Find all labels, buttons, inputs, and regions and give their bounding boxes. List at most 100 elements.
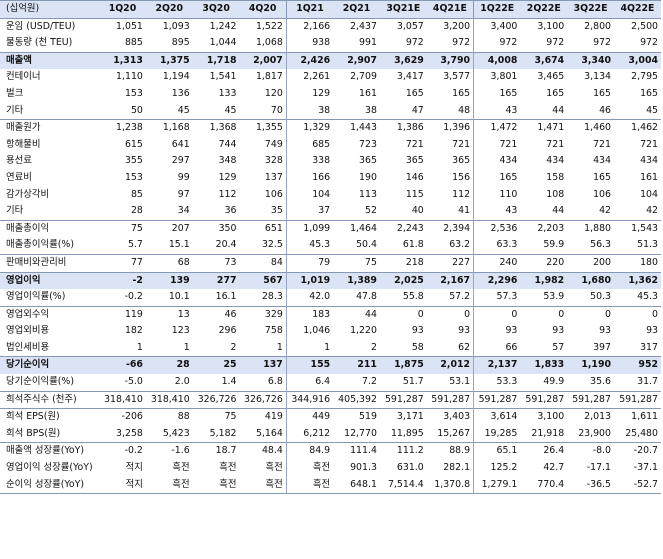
- table-cell: 49.9: [543, 376, 565, 388]
- table-cell: 318,410: [99, 390, 146, 409]
- table-cell: 631.0: [396, 462, 424, 474]
- table-cell: 1,051: [116, 20, 143, 32]
- column-header: 3Q22E: [567, 0, 614, 19]
- row-label: 기타: [6, 104, 24, 116]
- table-cell: 1,817: [255, 71, 283, 83]
- table-cell: 133: [218, 87, 237, 99]
- table-cell: 1,443: [333, 119, 380, 137]
- table-cell: 338: [285, 153, 334, 170]
- table-cell: 1,068: [255, 37, 283, 49]
- table-cell: 108: [546, 188, 565, 200]
- table-cell: 93: [458, 325, 471, 337]
- table-cell: 3,200: [443, 20, 471, 32]
- table-cell: 45: [646, 104, 658, 116]
- table-cell: 47: [411, 104, 424, 116]
- table-cell: 2,426: [285, 51, 334, 70]
- table-cell: 5,164: [255, 427, 283, 439]
- table-cell: 344,916: [285, 390, 334, 409]
- table-cell: 648.1: [333, 476, 380, 495]
- table-cell: 721: [405, 138, 424, 150]
- table-cell: 73: [192, 253, 240, 272]
- table-cell: 1,875: [379, 356, 427, 375]
- table-cell: 1,462: [614, 119, 661, 137]
- table-cell: 0: [614, 305, 661, 324]
- table-cell: 40: [411, 205, 424, 217]
- table-body: 운임 (USD/TEU) 1,051 1,093 1,242 1,522 2,166 2,4…: [0, 18, 661, 495]
- table-cell: 1: [285, 339, 334, 357]
- table-cell: 104: [640, 188, 658, 200]
- table-cell: 45: [177, 104, 190, 116]
- table-cell: 2,800: [584, 20, 611, 32]
- table-cell: 28: [130, 205, 143, 217]
- table-cell: 1,541: [209, 71, 237, 83]
- table-cell: 183: [285, 305, 334, 324]
- table-cell: 5.7: [127, 239, 143, 251]
- table-cell: 972: [452, 37, 471, 49]
- table-cell: 297: [171, 155, 190, 167]
- table-cell: 53.3: [473, 374, 521, 392]
- table-cell: 48: [458, 104, 471, 116]
- table-cell: 93: [473, 323, 521, 340]
- table-cell: 161: [640, 171, 658, 183]
- table-cell: 2,907: [333, 51, 380, 70]
- table-cell: 84: [239, 253, 287, 272]
- table-cell: 721: [546, 138, 565, 150]
- row-label: 희석 BPS(원): [6, 427, 61, 439]
- table-cell: 25: [192, 356, 240, 375]
- table-cell: 1,190: [567, 356, 614, 375]
- table-cell: 56.3: [590, 239, 611, 251]
- table-cell: 165: [473, 85, 521, 103]
- table-cell: 721: [452, 138, 471, 150]
- table-cell: 61.8: [402, 239, 424, 251]
- row-label: 당기순이익률(%): [6, 376, 74, 388]
- table-cell: 20.4: [215, 239, 237, 251]
- table-cell: 2,025: [379, 271, 427, 290]
- table-cell: 35: [270, 205, 283, 217]
- table-cell: 18.7: [192, 442, 240, 461]
- table-cell: 7,514.4: [379, 476, 427, 495]
- table-cell: 19,285: [473, 425, 521, 443]
- table-cell: 1,982: [520, 271, 568, 290]
- table-cell: 42.7: [543, 462, 565, 474]
- table-cell: 282.1: [443, 462, 471, 474]
- row-label: 영업이익률(%): [6, 291, 66, 303]
- table-cell: 62: [458, 341, 471, 353]
- table-cell: 165: [593, 87, 611, 99]
- table-cell: 2,013: [567, 408, 614, 426]
- row-label: 영업이익: [0, 271, 100, 290]
- table-cell: 113: [359, 188, 377, 200]
- table-cell: 5,423: [162, 427, 190, 439]
- table-cell: 1,386: [379, 119, 427, 137]
- table-cell: 3,577: [443, 71, 471, 83]
- table-cell: 75: [192, 408, 240, 426]
- table-cell: 146: [405, 171, 424, 183]
- table-cell: 3,614: [473, 408, 521, 426]
- table-cell: 5,182: [209, 427, 237, 439]
- table-cell: 1,460: [567, 119, 614, 137]
- table-cell: 136: [171, 87, 190, 99]
- table-cell: 137: [239, 356, 287, 375]
- table-row: 기타 28 34 36 35 37 52 40 41 43 44 42 42: [0, 203, 661, 221]
- table-cell: 2,500: [631, 20, 658, 32]
- table-cell: 43: [473, 102, 521, 120]
- table-cell: 흑전: [285, 460, 334, 477]
- table-row: 벌크 153 136 133 120 129 161 165 165 165 165 165 165: [0, 85, 661, 103]
- table-cell: 흑전: [219, 462, 237, 474]
- table-cell: 3,340: [567, 51, 614, 70]
- table-cell: 44: [552, 205, 565, 217]
- table-cell: 59.9: [543, 239, 565, 251]
- table-cell: -0.2: [124, 291, 143, 303]
- row-label: 항해물비: [6, 138, 41, 150]
- table-cell: 58: [411, 341, 424, 353]
- table-cell: 38: [365, 104, 377, 116]
- table-cell: 721: [593, 138, 611, 150]
- table-cell: -8.0: [567, 442, 614, 461]
- table-row: 희석 BPS(원) 3,258 5,423 5,182 5,164 6,212 12,770…: [0, 425, 661, 443]
- table-cell: 26.4: [520, 442, 568, 461]
- table-cell: 365: [359, 155, 377, 167]
- table-cell: 3,134: [584, 71, 611, 83]
- table-cell: 326,726: [239, 390, 287, 409]
- table-cell: 106: [264, 188, 283, 200]
- table-row: 영업이익 성장률(YoY) 적지 흑전 흑전 흑전 흑전 901.3 631.0 282.1 12…: [0, 460, 661, 477]
- table-row: 물동량 (천 TEU) 885 895 1,044 1,068 938 991 972 972 9…: [0, 35, 661, 53]
